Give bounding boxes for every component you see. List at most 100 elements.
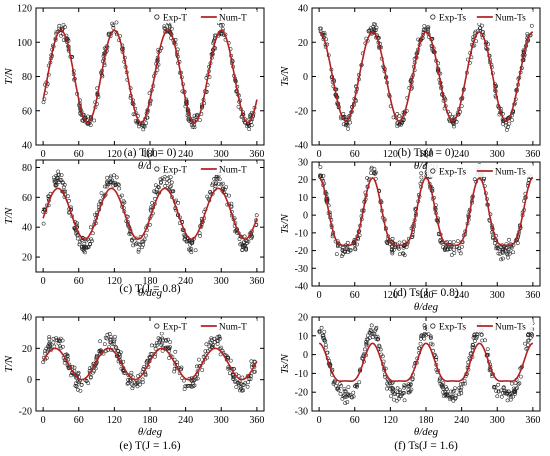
panel-caption: (a) T(J = 0)	[124, 147, 177, 159]
data-point	[172, 369, 177, 374]
data-point	[496, 251, 501, 256]
data-point	[230, 373, 235, 378]
data-point	[426, 27, 430, 31]
data-point	[242, 243, 247, 247]
data-point	[80, 246, 84, 251]
data-point	[133, 119, 138, 123]
data-point	[108, 337, 112, 342]
data-point	[343, 123, 348, 128]
data-point	[57, 23, 62, 28]
data-point	[453, 396, 458, 401]
x-tick-label: 120	[107, 415, 122, 426]
data-point	[494, 246, 499, 251]
data-point	[51, 340, 56, 345]
data-point	[105, 181, 110, 185]
data-point	[322, 338, 327, 342]
data-point	[340, 252, 345, 257]
data-point	[78, 388, 83, 393]
data-point	[106, 182, 111, 187]
data-point	[109, 180, 113, 185]
y-axis-label: T/N	[3, 207, 15, 224]
data-point	[102, 342, 107, 346]
data-point	[143, 373, 148, 378]
data-point	[59, 178, 64, 182]
data-point	[242, 234, 247, 239]
data-point	[117, 183, 121, 187]
data-point	[317, 329, 322, 334]
data-point	[398, 388, 402, 393]
data-point	[370, 335, 375, 340]
y-tick-label: -20	[19, 407, 32, 418]
data-point	[238, 242, 243, 247]
x-tick-label: 120	[107, 276, 122, 287]
x-axis-label: θ/deg	[414, 301, 439, 313]
data-point	[510, 381, 514, 386]
data-point	[441, 394, 446, 398]
series-exp-points	[41, 169, 259, 255]
data-point	[112, 337, 117, 342]
data-point	[439, 383, 444, 388]
plot-frame	[311, 161, 541, 287]
data-point	[503, 247, 507, 252]
panel-caption: (b) Ts(J = 0)	[398, 147, 455, 159]
x-tick-label: 300	[214, 149, 229, 160]
data-point	[511, 250, 516, 255]
data-point	[417, 346, 421, 351]
legend: Exp-Ts Num-Ts	[426, 319, 533, 333]
data-point	[79, 382, 84, 387]
data-point	[471, 335, 476, 340]
series-exp-points	[317, 321, 535, 405]
x-tick-label: 180	[419, 290, 434, 301]
data-point	[141, 127, 146, 132]
chart-panel-3: 0 60 120 180 240 300 360 20 40 60 80 θ/deg T/N Exp-T N…	[3, 159, 265, 299]
data-point	[84, 245, 89, 249]
data-point	[112, 339, 117, 344]
data-point	[507, 121, 512, 126]
data-point	[386, 383, 391, 387]
data-point	[176, 201, 181, 205]
data-point	[207, 344, 212, 349]
data-point	[43, 351, 47, 356]
data-point	[364, 337, 369, 342]
data-point	[500, 391, 505, 395]
data-point	[402, 239, 406, 244]
data-point	[345, 400, 350, 404]
data-point	[504, 389, 509, 394]
data-point	[47, 341, 52, 345]
legend-label-exp: Exp-T	[163, 14, 187, 24]
data-point	[483, 338, 487, 343]
data-point	[426, 332, 431, 336]
y-tick-label: 60	[22, 106, 32, 117]
x-tick-label: 120	[383, 149, 398, 160]
data-point	[197, 357, 201, 362]
data-point	[192, 125, 197, 130]
x-tick-label: 240	[178, 149, 193, 160]
data-point	[104, 184, 109, 189]
data-point	[457, 392, 462, 397]
data-point	[160, 349, 165, 353]
data-point	[98, 339, 102, 344]
data-point	[425, 25, 430, 30]
y-tick-label: -10	[295, 369, 308, 380]
data-point	[505, 398, 510, 403]
data-point	[369, 167, 374, 171]
x-tick-label: 0	[317, 149, 322, 160]
data-point	[323, 345, 328, 350]
data-point	[90, 239, 94, 243]
data-point	[505, 128, 509, 132]
data-point	[496, 382, 501, 387]
data-point	[194, 364, 199, 369]
data-point	[190, 241, 195, 245]
x-tick-label: 180	[143, 149, 158, 160]
data-point	[77, 242, 82, 247]
data-point	[168, 345, 172, 349]
y-tick-label: 80	[22, 72, 32, 83]
data-point	[73, 383, 78, 388]
data-point	[47, 337, 52, 342]
series-line-num	[318, 176, 534, 247]
data-point	[513, 389, 518, 394]
data-point	[502, 385, 506, 390]
y-tick-label: 20	[298, 175, 308, 186]
data-point	[61, 185, 66, 190]
data-point	[126, 381, 131, 386]
